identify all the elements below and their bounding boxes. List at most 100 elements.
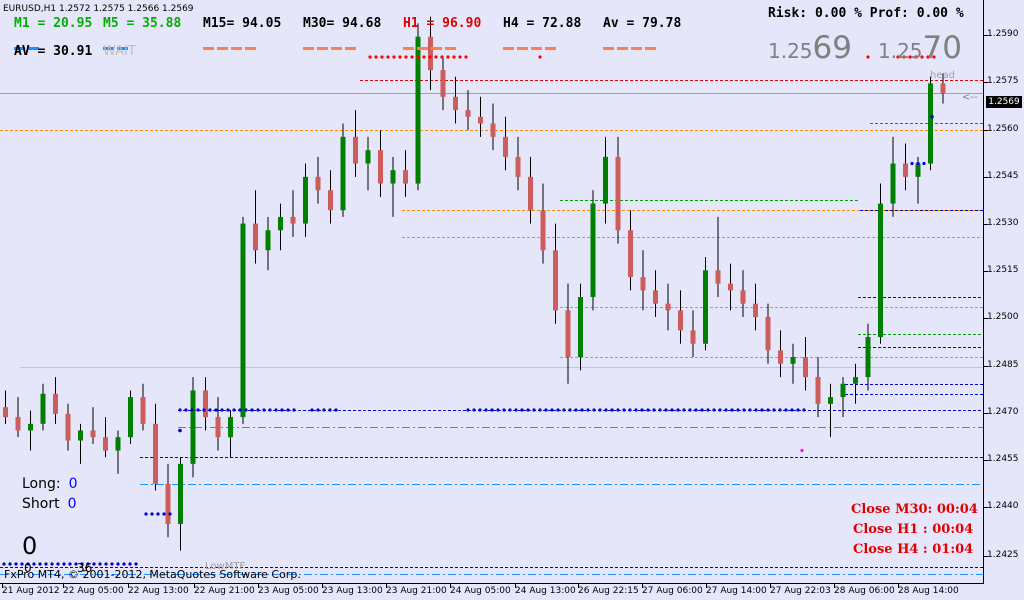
candle-body [253, 223, 258, 251]
candle-body [3, 407, 8, 418]
support-dot [472, 408, 476, 412]
risk-profit-readout: Risk: 0.00 % Prof: 0.00 % [768, 6, 964, 21]
candle-body [278, 216, 283, 231]
indicator-label-3: M30= 94.68 [303, 16, 382, 31]
x-tick-mark [706, 584, 707, 588]
support-dot [244, 408, 248, 412]
support-dot [502, 408, 506, 412]
candle-body [640, 276, 646, 291]
support-dot [520, 408, 524, 412]
support-dot [190, 408, 194, 412]
marker-dot [178, 428, 182, 433]
support-dot [766, 408, 770, 412]
short-position-readout: Short 0 [22, 496, 77, 512]
x-tick-mark [386, 584, 387, 588]
support-dot [14, 562, 18, 566]
price-axis[interactable]: 1.2590 1.2575 1.2560 1.2545 1.2530 1.2515 1.25… [984, 0, 1024, 584]
support-dot [8, 562, 12, 566]
candle-body [928, 83, 933, 164]
price-arrow-label: <-- [962, 92, 978, 103]
candle-body [878, 203, 883, 338]
y-tick-label: 1.2470 [987, 407, 1019, 417]
candle-body [315, 176, 321, 191]
support-dot [586, 408, 590, 412]
resistance-dot [422, 55, 426, 59]
support-dot [748, 408, 752, 412]
marker-dot [800, 448, 804, 453]
support-dot [760, 408, 764, 412]
y-tick-label: 1.2560 [987, 124, 1019, 134]
ask-price-big: 70 [922, 30, 962, 66]
indicator-dash-0 [14, 35, 42, 50]
resistance-dot [374, 55, 378, 59]
support-dot [484, 408, 488, 412]
support-dot [604, 408, 608, 412]
candle-body [803, 357, 808, 378]
support-dot [556, 408, 560, 412]
support-dot [184, 408, 188, 412]
support-dot [526, 408, 530, 412]
candle-body [853, 377, 858, 384]
x-tick-mark [642, 584, 643, 588]
y-tick-label: 1.2515 [987, 265, 1019, 275]
candle-body [40, 393, 46, 424]
candle-body [940, 83, 946, 94]
support-dot [598, 408, 602, 412]
candle-body [378, 150, 383, 184]
candle-body [778, 350, 783, 364]
candle-body [215, 417, 221, 438]
support-dot [706, 408, 710, 412]
candle-body [903, 163, 908, 177]
support-dot [150, 512, 154, 516]
indicator-label-0: M1 = 20.95 [14, 16, 93, 31]
candle-body [403, 170, 408, 184]
x-tick-mark [770, 584, 771, 588]
resistance-dot [902, 55, 906, 59]
indicator-label-2: M15= 94.05 [203, 16, 282, 31]
support-dot [646, 408, 650, 412]
chart-plot-area[interactable] [0, 0, 984, 584]
y-tick-label: 1.2500 [987, 312, 1019, 322]
indicator-label-6: Av = 79.78 [603, 16, 682, 31]
candle-body [428, 36, 433, 71]
candle-body [440, 70, 446, 97]
support-dot [226, 408, 230, 412]
support-dot [232, 408, 236, 412]
candle-body [528, 176, 533, 211]
resistance-dot [920, 55, 924, 59]
support-dot [634, 408, 638, 412]
resistance-dot [896, 55, 900, 59]
candle-body [303, 176, 308, 224]
y-tick-mark [984, 366, 988, 367]
y-tick-mark [984, 130, 988, 131]
x-tick-label: 27 Aug 22:03 [770, 586, 831, 596]
y-tick-mark [984, 318, 988, 319]
resistance-dot [416, 55, 420, 59]
candle-body [728, 283, 733, 291]
candle-body [78, 430, 83, 441]
candle-body [103, 437, 108, 451]
support-dot [568, 408, 572, 412]
support-dot [736, 408, 740, 412]
support-dot [202, 408, 206, 412]
candle-body [65, 413, 71, 441]
support-dot [122, 562, 126, 566]
resistance-dot [392, 55, 396, 59]
support-dot [26, 562, 30, 566]
candle-body [703, 270, 708, 344]
support-dot [514, 408, 518, 412]
support-dot [574, 408, 578, 412]
x-tick-mark [194, 584, 195, 588]
support-dot [664, 408, 668, 412]
copyright-text: FxPro MT4, © 2001-2012, MetaQuotes Softw… [4, 568, 301, 581]
y-tick-mark [984, 556, 988, 557]
y-tick-mark [984, 35, 988, 36]
resistance-dot [434, 55, 438, 59]
support-dot [162, 512, 166, 516]
time-axis[interactable]: 21 Aug 2012 22 Aug 05:00 22 Aug 13:00 22 Au… [0, 584, 1024, 600]
y-tick-mark [984, 460, 988, 461]
candle-body [28, 423, 33, 431]
candle-body [190, 390, 196, 464]
support-dot [220, 408, 224, 412]
